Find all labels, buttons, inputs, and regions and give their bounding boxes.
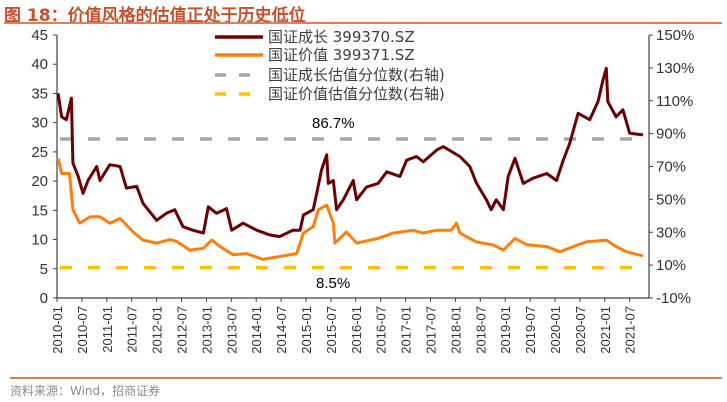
left-tick-label: 0 (40, 290, 48, 307)
growth-index-line (56, 66, 644, 239)
x-tick-label: 2018-07 (473, 306, 488, 354)
x-tick-label: 2010-07 (75, 306, 90, 354)
x-tick-label: 2016-07 (374, 306, 389, 354)
left-tick-label: 30 (31, 115, 48, 132)
title-divider (4, 22, 722, 24)
left-tick-label: 15 (31, 202, 48, 219)
x-tick-label: 2016-01 (349, 306, 364, 354)
x-tick-label: 2018-01 (448, 306, 463, 354)
x-tick-label: 2012-07 (175, 306, 190, 354)
legend-label-0: 国证成长 399370.SZ (268, 28, 415, 46)
x-tick-label: 2015-07 (324, 306, 339, 354)
figure-title: 图 18：价值风格的估值正处于历史低位 (4, 6, 306, 26)
legend-label-2: 国证成长估值分位数(右轴) (268, 66, 445, 84)
x-tick-label: 2010-01 (50, 306, 65, 354)
value-index-line (56, 157, 644, 261)
x-tick-label: 2013-01 (199, 306, 214, 354)
legend-label-3: 国证价值估值分位数(右轴) (268, 85, 445, 103)
left-tick-label: 25 (31, 144, 48, 161)
left-tick-label: 10 (31, 232, 48, 249)
x-tick-label: 2020-01 (548, 306, 563, 354)
legend-label-1: 国证价值 399371.SZ (268, 46, 415, 64)
x-tick-label: 2015-01 (299, 306, 314, 354)
series-lines (56, 66, 645, 270)
x-tick-label: 2020-07 (573, 306, 588, 354)
right-tick-label: 30% (656, 224, 686, 241)
axes: 0 5 10 15 20 25 30 35 40 45 -10% 10% 30% 50% 70% 90% 110… (31, 27, 694, 354)
right-tick-label: 110% (656, 93, 693, 110)
x-tick-label: 2021-07 (623, 306, 638, 354)
x-tick-label: 2011-07 (125, 306, 140, 353)
left-tick-label: 40 (31, 56, 48, 73)
x-tick-label: 2019-01 (498, 306, 513, 354)
right-tick-label: 50% (656, 191, 686, 208)
source-note: 资料来源：Wind，招商证券 (10, 384, 161, 398)
x-tick-label: 2014-01 (249, 306, 264, 354)
left-tick-label: 20 (31, 173, 48, 190)
x-tick-label: 2014-07 (274, 306, 289, 354)
x-tick-label: 2017-07 (424, 306, 439, 354)
right-tick-label: 130% (656, 60, 694, 77)
x-tick-label: 2017-01 (399, 306, 414, 354)
x-tick-label: 2019-07 (523, 306, 538, 354)
left-tick-label: 5 (40, 261, 48, 278)
value-percentile-label: 8.5% (316, 275, 350, 292)
x-tick-label: 2013-07 (224, 306, 239, 354)
x-tick-label: 2012-01 (150, 306, 165, 354)
footer-divider (10, 377, 722, 379)
growth-percentile-label: 86.7% (312, 115, 355, 132)
right-tick-label: 70% (656, 159, 686, 176)
x-tick-label: 2021-01 (598, 306, 613, 354)
right-tick-label: 150% (656, 27, 694, 44)
x-tick-label: 2011-01 (100, 306, 115, 353)
right-tick-label: -10% (656, 290, 691, 307)
left-tick-label: 35 (31, 85, 48, 102)
right-tick-label: 10% (656, 257, 686, 274)
right-tick-label: 90% (656, 126, 686, 143)
left-tick-label: 45 (31, 27, 48, 44)
